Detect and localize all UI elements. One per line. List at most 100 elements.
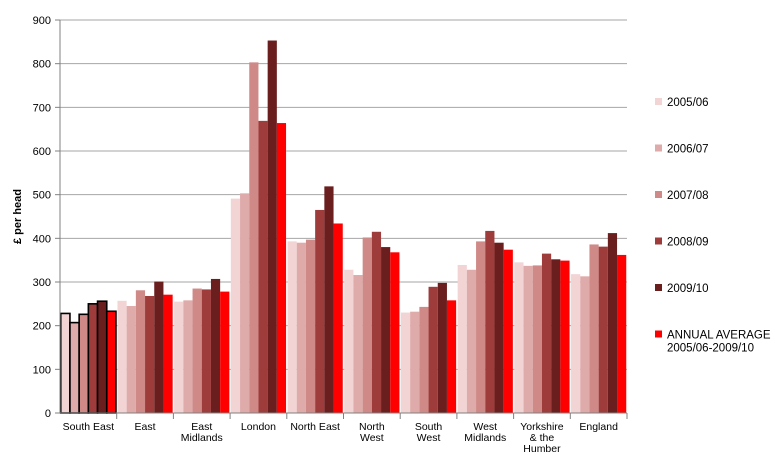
y-tick-label: 700 [33,102,51,114]
legend-label: 2005/06-2009/10 [667,343,754,355]
bar [446,300,457,413]
bar [59,312,71,414]
bar [117,300,127,413]
bar [476,241,486,413]
bar [390,252,400,413]
category-label: East [135,421,156,433]
bar [78,313,90,414]
legend-label: 2008/09 [667,237,709,249]
bar [607,233,618,413]
category-label: North [359,421,385,433]
bar [571,274,581,413]
legend: 2005/06 2006/07 2007/08 2008/09 2009/10 ANNUA… [655,97,771,355]
bar [353,275,363,413]
bar [87,303,99,414]
legend-label: 2007/08 [667,190,709,202]
category-label: England [579,421,618,433]
bar [541,253,552,413]
bar [154,281,164,413]
bar [485,230,495,413]
bars [59,40,627,414]
bar [523,265,533,413]
bar [362,237,372,413]
bar [296,242,306,413]
bar [220,291,230,413]
legend-label: 2005/06 [667,97,709,109]
y-tick-label: 200 [33,321,51,333]
y-tick-label: 100 [33,364,51,376]
category-label: Yorkshire [520,421,564,433]
legend-swatch [655,191,662,198]
bar [267,40,277,413]
bar [96,300,108,414]
bar [201,289,211,413]
bar [163,294,173,413]
bar [258,120,268,414]
bar [466,269,477,413]
bar [560,260,570,413]
bar [428,286,438,413]
legend-label: 2009/10 [667,283,709,295]
category-label: West [473,421,497,433]
bar [410,311,420,413]
bar [419,306,429,413]
category-label: London [241,421,276,433]
category-label: Humber [523,443,561,454]
bar [174,301,184,413]
bar [210,278,221,413]
bar [551,259,561,413]
y-tick-label: 400 [33,233,51,245]
legend-label: 2006/07 [667,144,709,156]
legend-label: ANNUAL AVERAGE [667,330,771,342]
bar [514,262,524,413]
category-label: Midlands [464,432,506,444]
y-tick-label: 500 [33,190,51,202]
bar [230,198,241,413]
axes [59,20,628,419]
legend-swatch [655,144,662,152]
bar [305,239,316,413]
y-tick-label: 600 [33,146,51,158]
bar [589,244,599,413]
y-tick-label: 300 [33,277,51,289]
bar [598,246,608,413]
bar [617,254,627,413]
category-label: & the [530,432,555,444]
bar [135,290,146,413]
bar [371,231,382,413]
bar [240,193,250,413]
y-axis-label: £ per head [12,189,24,244]
y-tick-label: 800 [33,59,51,71]
bar [333,223,343,413]
bar [344,269,354,413]
y-tick-label: 900 [33,15,51,27]
bar [69,321,80,414]
bar [105,310,117,414]
bar [437,282,447,413]
bar [183,300,193,413]
bar [192,288,202,413]
bar [494,242,504,413]
category-label: East [191,421,212,433]
category-label: South [415,421,443,433]
y-tick-labels: 0 100 200 300 400 500 600 700 800 900 [33,15,51,420]
bar [532,265,542,413]
bar [580,276,590,413]
bar [249,62,259,414]
legend-swatch [655,330,662,338]
y-tick-label: 0 [45,408,51,420]
bar [287,241,297,413]
category-label: West [360,432,384,444]
bar [381,247,391,413]
bar [315,209,325,413]
bar [145,295,155,413]
legend-swatch [655,98,662,105]
bar [457,264,467,413]
category-label: South East [63,421,114,433]
legend-swatch [655,237,662,245]
bar [126,306,136,413]
bar [276,123,287,413]
bar [324,186,334,413]
